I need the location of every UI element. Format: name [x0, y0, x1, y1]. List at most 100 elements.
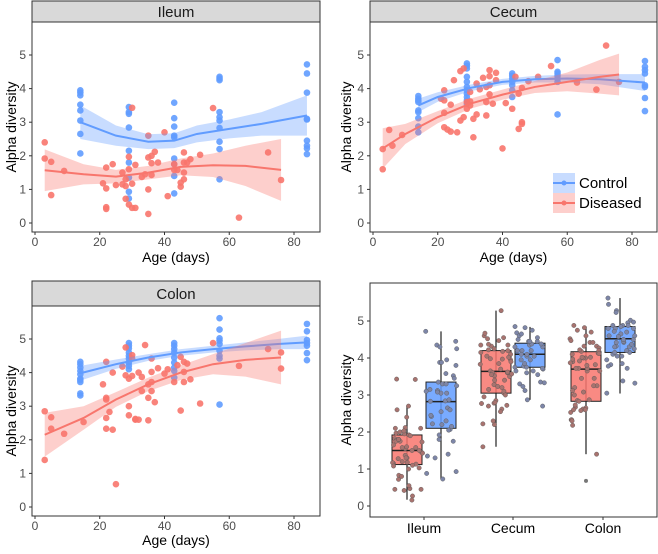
data-point [47, 191, 55, 199]
jitter-point [423, 328, 429, 334]
x-axis-label: Age (days) [142, 249, 210, 265]
jitter-point [449, 424, 454, 429]
jitter-point [597, 368, 603, 374]
jitter-point [605, 363, 611, 369]
data-point [151, 398, 159, 406]
x-tick-label: 40 [496, 235, 510, 249]
data-point [447, 128, 455, 135]
jitter-point [517, 381, 523, 387]
data-point [170, 190, 178, 197]
y-tick-label: 1 [357, 182, 364, 196]
jitter-point [570, 356, 576, 362]
data-point [508, 105, 516, 113]
data-point [102, 425, 110, 433]
jitter-point [535, 372, 541, 378]
data-point [170, 134, 178, 141]
data-point [196, 151, 204, 159]
jitter-point [632, 333, 638, 339]
jitter-point [416, 465, 422, 471]
y-axis-label: Alpha diversity [3, 81, 19, 172]
jitter-point [446, 397, 452, 403]
data-point [518, 118, 526, 126]
data-point [125, 165, 133, 173]
jitter-point [406, 466, 412, 472]
series-diseased [41, 339, 285, 488]
jitter-point [399, 473, 404, 479]
data-point [132, 204, 139, 212]
smooth-line-diseased [44, 356, 282, 436]
jitter-point [454, 346, 460, 352]
jitter-point [391, 463, 396, 469]
jitter-point [404, 444, 409, 450]
data-point [216, 76, 223, 84]
jitter-point [509, 371, 515, 377]
y-axis-label: Alpha diversity [338, 354, 354, 445]
jitter-point [576, 398, 582, 404]
y-tick-label: 1 [19, 466, 26, 480]
data-point [161, 128, 168, 136]
jitter-point [479, 401, 484, 406]
jitter-point [571, 407, 576, 413]
data-point [216, 355, 223, 362]
jitter-point [496, 361, 502, 366]
data-point [303, 356, 311, 364]
jitter-point [529, 327, 535, 333]
data-point [47, 413, 55, 421]
jitter-point [394, 407, 400, 413]
data-point [180, 378, 188, 386]
data-point [77, 378, 84, 386]
jitter-point [410, 462, 415, 468]
jitter-point [611, 328, 617, 334]
y-tick-label: 2 [357, 149, 364, 163]
jitter-point [443, 371, 449, 376]
panel-cecum: Cecum 0 1 2 3 4 5 Alpha diversity 0 20 40 60 80 Age (… [338, 0, 658, 265]
data-point [216, 108, 223, 116]
jitter-point [424, 471, 430, 476]
data-point [122, 176, 129, 183]
panel-frame [31, 280, 321, 517]
data-point [486, 66, 493, 74]
jitter-point [568, 338, 574, 344]
data-point [450, 76, 458, 84]
data-point [463, 78, 471, 86]
jitter-point [527, 357, 533, 363]
jitter-point [399, 459, 405, 464]
jitter-point [480, 444, 486, 450]
data-point [641, 57, 649, 65]
y-tick-label: 0 [357, 499, 364, 513]
jitter-point [413, 445, 419, 450]
data-point [125, 147, 133, 155]
jitter-point [570, 388, 575, 393]
jitter-point [518, 357, 524, 363]
jitter-point [572, 402, 578, 408]
jitter-point [392, 486, 398, 492]
data-point [128, 104, 136, 112]
jitter-point [591, 375, 597, 381]
y-tick-label: 5 [19, 48, 26, 62]
data-point [77, 92, 84, 99]
data-point [216, 314, 223, 322]
data-point [148, 387, 155, 395]
x-tick-label: 60 [223, 519, 237, 533]
jitter-point [579, 354, 585, 360]
data-point [466, 88, 474, 96]
series-diseased [41, 104, 285, 221]
smooth-line-diseased [44, 164, 282, 178]
jitter-point [443, 418, 449, 424]
smooth-line-diseased [382, 73, 620, 150]
jitter-point [501, 335, 506, 341]
outlier-point [584, 478, 588, 483]
data-point [177, 183, 184, 191]
data-point [180, 169, 188, 176]
data-point [303, 349, 311, 357]
jitter-point [450, 438, 456, 444]
data-point [460, 65, 467, 72]
jitter-point [490, 418, 496, 424]
data-point [641, 94, 649, 102]
jitter-point [567, 360, 573, 366]
data-point [492, 69, 500, 77]
box-cecum-control [512, 324, 547, 409]
jitter-point [437, 344, 443, 350]
jitter-point [605, 295, 611, 301]
jitter-point [619, 353, 625, 359]
